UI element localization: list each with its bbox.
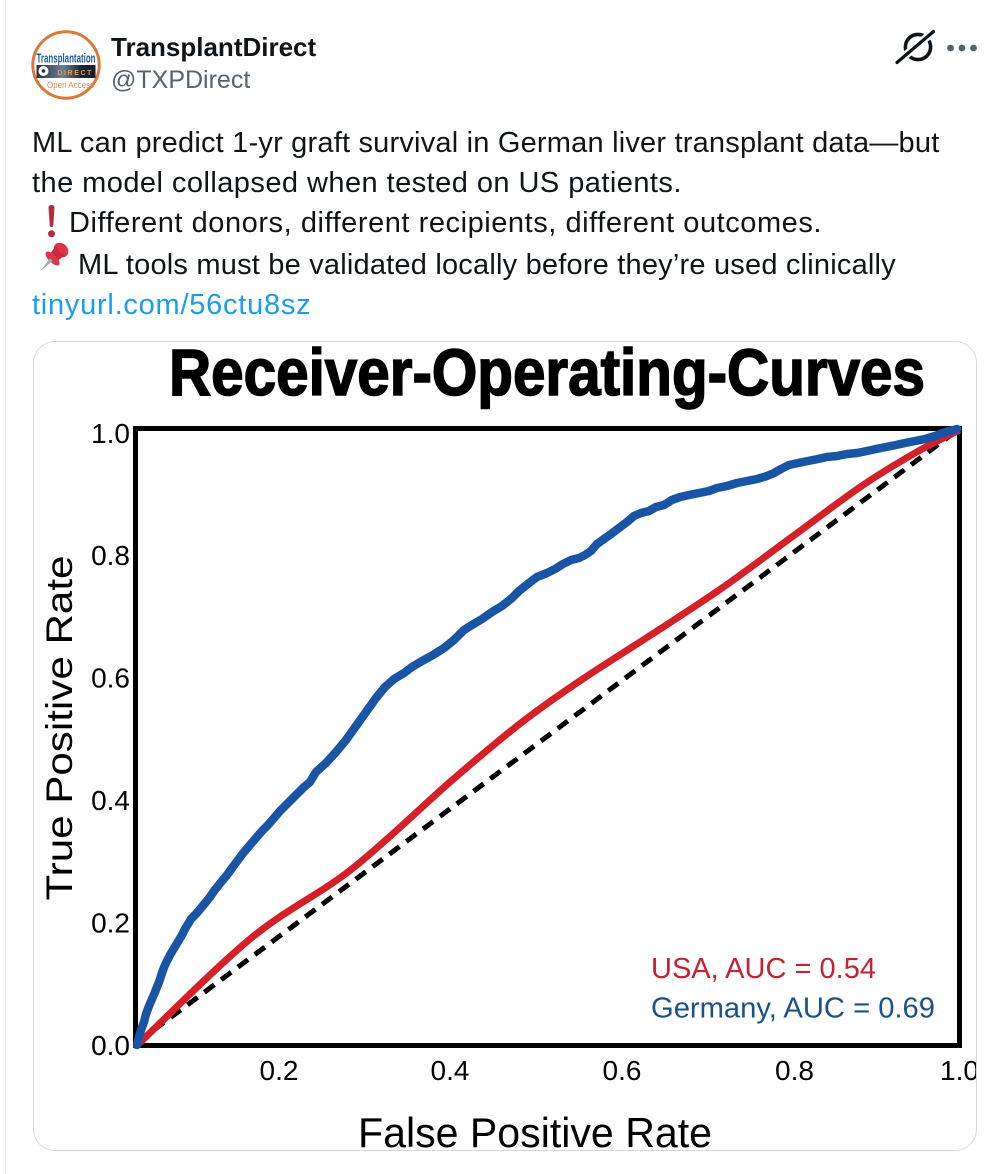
svg-text:Receiver-Operating-Curves: Receiver-Operating-Curves [169,341,925,409]
svg-text:0.8: 0.8 [775,1055,814,1086]
svg-text:1.0: 1.0 [940,1055,977,1086]
svg-text:0.2: 0.2 [91,907,130,938]
svg-text:0.0: 0.0 [91,1030,130,1061]
svg-text:0.6: 0.6 [602,1055,641,1086]
svg-text:False Positive Rate: False Positive Rate [358,1109,712,1151]
svg-text:True Positive Rate: True Positive Rate [39,555,80,900]
svg-text:Germany, AUC = 0.69: Germany, AUC = 0.69 [651,992,935,1024]
svg-text:0.4: 0.4 [91,785,130,816]
svg-text:1.0: 1.0 [91,418,130,449]
svg-text:0.2: 0.2 [259,1055,298,1086]
svg-text:0.8: 0.8 [91,540,130,571]
svg-text:DIRECT: DIRECT [57,70,93,77]
svg-text:Open Access: Open Access [47,80,94,91]
svg-text:0.6: 0.6 [91,662,130,693]
svg-text:0.4: 0.4 [430,1055,469,1086]
svg-text:Transplantation: Transplantation [37,52,96,66]
svg-text:USA, AUC = 0.54: USA, AUC = 0.54 [651,953,876,985]
